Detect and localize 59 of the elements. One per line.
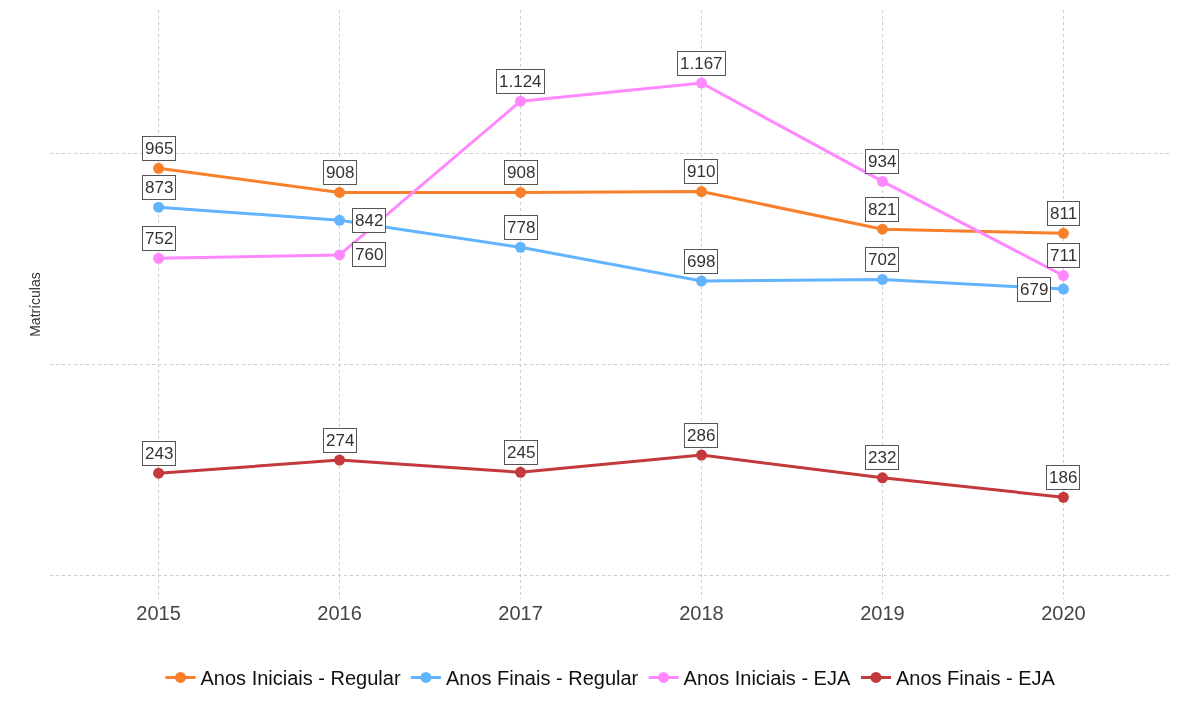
point xyxy=(1057,283,1069,295)
legend-label: Anos Finais - EJA xyxy=(895,667,1056,690)
data-label: 186 xyxy=(1049,468,1078,487)
point xyxy=(334,249,346,261)
data-label: 243 xyxy=(145,444,174,463)
data-label: 965 xyxy=(145,139,174,158)
data-label: 821 xyxy=(868,200,897,219)
point xyxy=(153,467,165,479)
data-label: 910 xyxy=(687,162,716,181)
data-label: 1.167 xyxy=(680,54,723,73)
data-label: 752 xyxy=(145,229,174,248)
point xyxy=(334,186,346,198)
point xyxy=(876,223,888,235)
data-label: 698 xyxy=(687,252,716,271)
point xyxy=(876,273,888,285)
y-axis-title: Matrículas xyxy=(26,272,43,337)
data-label: 1.124 xyxy=(499,72,542,91)
x-tick-label: 2019 xyxy=(860,602,905,624)
point xyxy=(1057,270,1069,282)
point xyxy=(153,162,165,174)
data-label: 702 xyxy=(868,250,897,269)
data-label: 908 xyxy=(326,163,355,182)
point xyxy=(695,186,707,198)
point xyxy=(515,186,527,198)
data-label: 778 xyxy=(507,218,536,237)
data-label: 760 xyxy=(355,245,384,264)
data-label: 245 xyxy=(507,443,536,462)
point xyxy=(515,95,527,107)
data-label: 934 xyxy=(868,152,897,171)
x-tick-label: 2015 xyxy=(136,602,181,624)
point xyxy=(515,241,527,253)
legend-label: Anos Iniciais - EJA xyxy=(683,667,851,690)
data-label: 232 xyxy=(868,448,897,467)
x-tick-label: 2018 xyxy=(679,602,724,624)
point xyxy=(153,201,165,213)
point xyxy=(695,449,707,461)
legend-label: Anos Iniciais - Regular xyxy=(200,667,401,690)
data-label: 873 xyxy=(145,178,174,197)
data-label: 842 xyxy=(355,211,384,230)
point xyxy=(1057,491,1069,503)
point xyxy=(876,472,888,484)
point xyxy=(515,466,527,478)
point xyxy=(334,454,346,466)
data-label: 711 xyxy=(1050,246,1078,265)
point xyxy=(695,77,707,89)
legend-label: Anos Finais - Regular xyxy=(445,667,639,690)
point xyxy=(695,275,707,287)
data-label: 908 xyxy=(507,163,536,182)
x-tick-label: 2016 xyxy=(317,602,362,624)
point xyxy=(876,175,888,187)
point xyxy=(1057,227,1069,239)
x-tick-label: 2017 xyxy=(498,602,543,624)
data-label: 811 xyxy=(1050,204,1078,223)
x-tick-label: 2020 xyxy=(1041,602,1086,624)
point xyxy=(153,252,165,264)
point xyxy=(334,214,346,226)
data-label: 274 xyxy=(326,431,355,450)
data-label: 679 xyxy=(1020,280,1049,299)
data-label: 286 xyxy=(687,426,716,445)
